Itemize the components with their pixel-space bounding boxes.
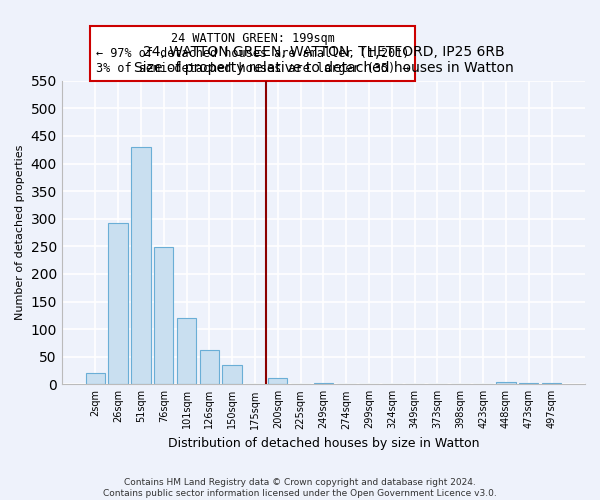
Y-axis label: Number of detached properties: Number of detached properties <box>15 145 25 320</box>
Bar <box>314 382 333 384</box>
Bar <box>223 365 242 384</box>
Bar <box>542 383 561 384</box>
X-axis label: Distribution of detached houses by size in Watton: Distribution of detached houses by size … <box>167 437 479 450</box>
Bar <box>86 374 105 384</box>
Bar <box>177 318 196 384</box>
Title: 24, WATTON GREEN, WATTON, THETFORD, IP25 6RB
Size of property relative to detach: 24, WATTON GREEN, WATTON, THETFORD, IP25… <box>134 45 513 76</box>
Bar <box>154 248 173 384</box>
Bar <box>200 350 219 384</box>
Bar <box>131 147 151 384</box>
Text: 24 WATTON GREEN: 199sqm
← 97% of detached houses are smaller (1,201)
3% of semi-: 24 WATTON GREEN: 199sqm ← 97% of detache… <box>96 32 410 74</box>
Bar <box>496 382 515 384</box>
Bar <box>519 382 538 384</box>
Bar <box>268 378 287 384</box>
Bar <box>109 222 128 384</box>
Text: Contains HM Land Registry data © Crown copyright and database right 2024.
Contai: Contains HM Land Registry data © Crown c… <box>103 478 497 498</box>
